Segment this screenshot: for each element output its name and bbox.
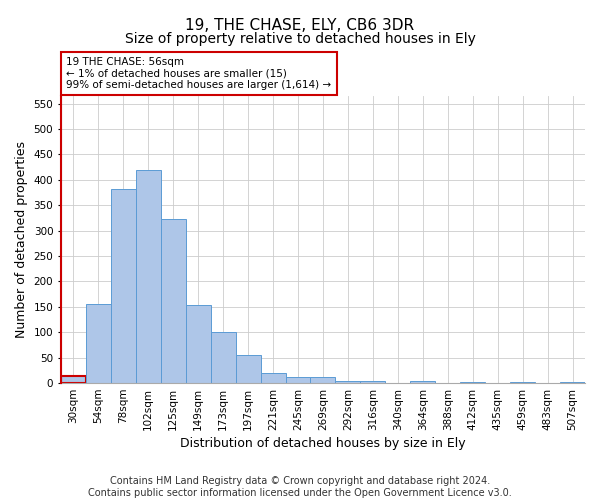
Bar [410,380,435,383]
Text: Contains HM Land Registry data © Crown copyright and database right 2024.
Contai: Contains HM Land Registry data © Crown c… [88,476,512,498]
Y-axis label: Number of detached properties: Number of detached properties [15,141,28,338]
Bar [260,373,286,383]
X-axis label: Distribution of detached houses by size in Ely: Distribution of detached houses by size … [180,437,466,450]
Bar [460,382,485,383]
Bar [111,189,136,383]
Bar [236,355,260,383]
Text: 19 THE CHASE: 56sqm
← 1% of detached houses are smaller (15)
99% of semi-detache: 19 THE CHASE: 56sqm ← 1% of detached hou… [66,57,331,90]
Bar [211,332,236,383]
Bar [86,304,111,383]
Bar [161,220,186,383]
Bar [136,170,161,383]
Text: Size of property relative to detached houses in Ely: Size of property relative to detached ho… [125,32,475,46]
Bar [310,378,335,383]
Bar [510,382,535,383]
Bar [361,380,385,383]
Bar [286,378,310,383]
Text: 19, THE CHASE, ELY, CB6 3DR: 19, THE CHASE, ELY, CB6 3DR [185,18,415,32]
Bar [61,376,86,383]
Bar [560,382,585,383]
Bar [186,306,211,383]
Bar [335,380,361,383]
